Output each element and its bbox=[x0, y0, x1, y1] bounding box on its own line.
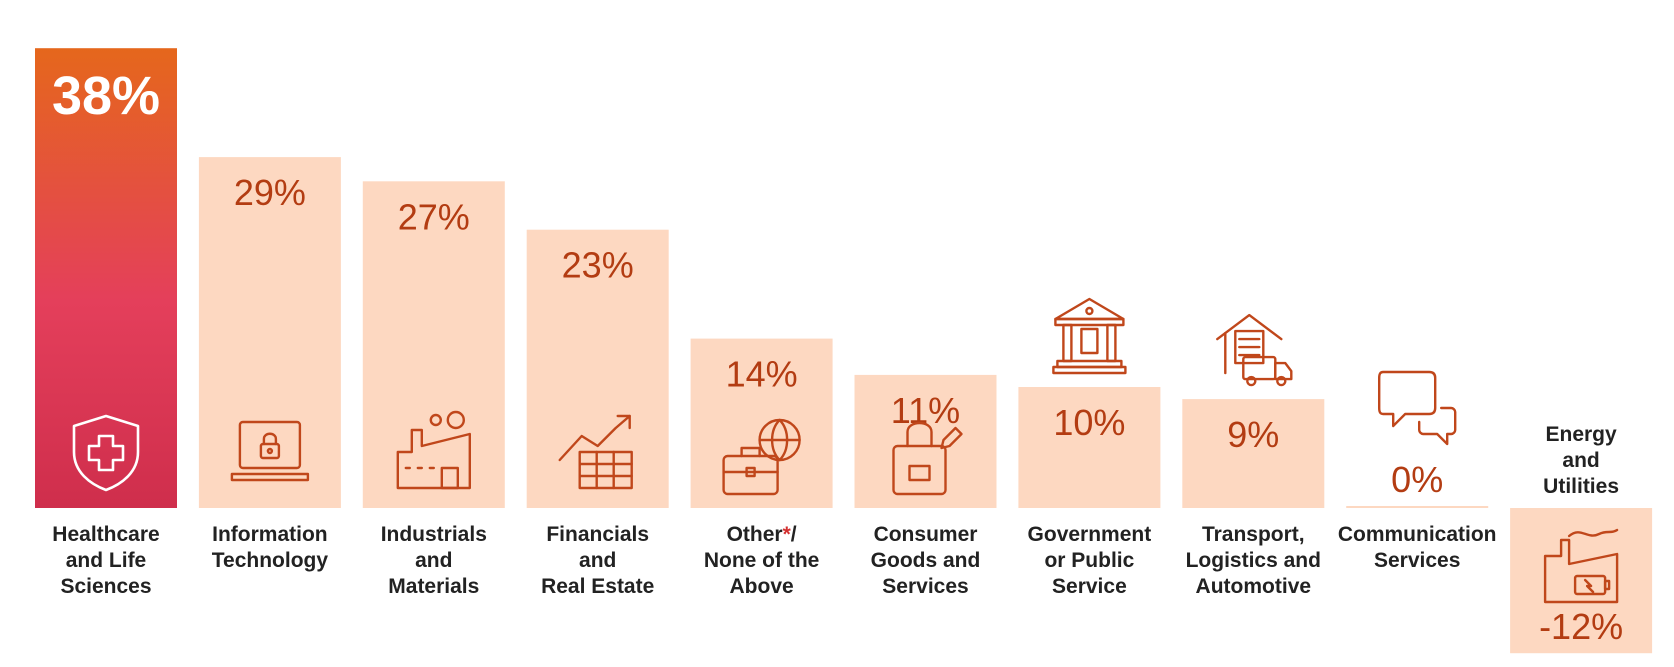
bar-4 bbox=[690, 338, 833, 508]
growth-chart-icon bbox=[560, 416, 632, 488]
category-label-line: Industrials bbox=[380, 523, 487, 546]
value-label-9: -12% bbox=[1539, 606, 1623, 647]
shopping-bag-icon bbox=[894, 423, 962, 494]
bar-5 bbox=[854, 374, 997, 508]
category-label-0: Healthcare and Life Sciences bbox=[26, 522, 186, 600]
category-label-9: Energy and Utilities bbox=[1501, 422, 1661, 500]
category-label-line: Communication bbox=[1337, 523, 1497, 546]
warehouse-truck-icon bbox=[1217, 315, 1291, 385]
category-label-line: and bbox=[579, 549, 617, 572]
value-label-6: 10% bbox=[1053, 402, 1125, 443]
category-label-6: Government or Public Service bbox=[1009, 522, 1169, 600]
category-label-line: Services bbox=[1373, 549, 1461, 572]
category-label-line: Materials bbox=[388, 575, 480, 598]
chat-bubbles-icon bbox=[1379, 372, 1455, 444]
category-label-7: Transport, Logistics and Automotive bbox=[1173, 522, 1333, 600]
laptop-lock-icon bbox=[232, 422, 308, 480]
category-label-line: Government bbox=[1027, 523, 1152, 546]
category-label-line: Real Estate bbox=[541, 575, 655, 598]
category-label-line: Logistics and bbox=[1185, 549, 1321, 572]
value-label-0: 38% bbox=[52, 66, 160, 126]
category-label-line: Financials bbox=[546, 523, 650, 546]
value-label-8: 0% bbox=[1391, 459, 1443, 500]
category-label-5: Consumer Goods and Services bbox=[846, 522, 1006, 600]
bar-7 bbox=[1182, 399, 1325, 508]
shield-cross-icon bbox=[74, 416, 138, 490]
category-label-4: Other*/ None of the Above bbox=[682, 522, 842, 600]
factory-icon bbox=[398, 412, 470, 488]
category-label-line: and bbox=[415, 549, 453, 572]
category-label-line: Energy bbox=[1545, 423, 1617, 446]
category-label-line: and Life bbox=[65, 549, 147, 572]
category-label-line: Healthcare bbox=[52, 523, 160, 546]
bar-8 bbox=[1346, 506, 1489, 508]
value-label-7: 9% bbox=[1227, 414, 1279, 455]
value-label-2: 27% bbox=[398, 196, 470, 237]
category-label-line: Above bbox=[729, 575, 794, 598]
category-label-line: Information bbox=[212, 523, 328, 546]
government-building-icon bbox=[1053, 299, 1125, 373]
category-label-line: Services bbox=[882, 575, 969, 598]
value-label-1: 29% bbox=[234, 172, 306, 213]
category-label-line: Transport, bbox=[1201, 523, 1305, 546]
energy-plant-icon bbox=[1545, 530, 1617, 602]
category-label-line: Consumer bbox=[873, 523, 978, 546]
category-label-line: Technology bbox=[211, 549, 329, 572]
bar-2 bbox=[362, 181, 505, 509]
category-label-1: Information Technology bbox=[190, 522, 350, 574]
category-label-2: Industrials and Materials bbox=[354, 522, 514, 600]
category-label-line: Utilities bbox=[1543, 475, 1620, 498]
bar-6 bbox=[1018, 387, 1161, 508]
category-label-line: None of the bbox=[703, 549, 820, 572]
category-label-line: Automotive bbox=[1195, 575, 1312, 598]
category-label-3: Financials and Real Estate bbox=[518, 522, 678, 600]
category-label-line: Service bbox=[1052, 575, 1127, 598]
category-label-line: or Public bbox=[1044, 549, 1135, 572]
briefcase-globe-icon bbox=[724, 420, 800, 494]
value-label-3: 23% bbox=[562, 245, 634, 286]
category-label-8: Communication Services bbox=[1337, 522, 1497, 574]
category-label-line: Sciences bbox=[60, 575, 152, 598]
category-label-line: Other*/ bbox=[726, 523, 797, 546]
bar-0 bbox=[35, 48, 177, 508]
value-label-4: 14% bbox=[726, 354, 798, 395]
category-label-line: and bbox=[1562, 449, 1600, 472]
category-label-line: Goods and bbox=[870, 549, 981, 572]
